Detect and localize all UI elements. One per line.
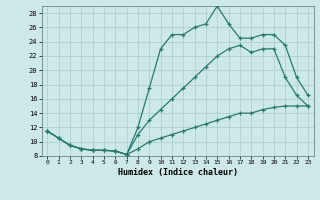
X-axis label: Humidex (Indice chaleur): Humidex (Indice chaleur) xyxy=(118,168,237,177)
